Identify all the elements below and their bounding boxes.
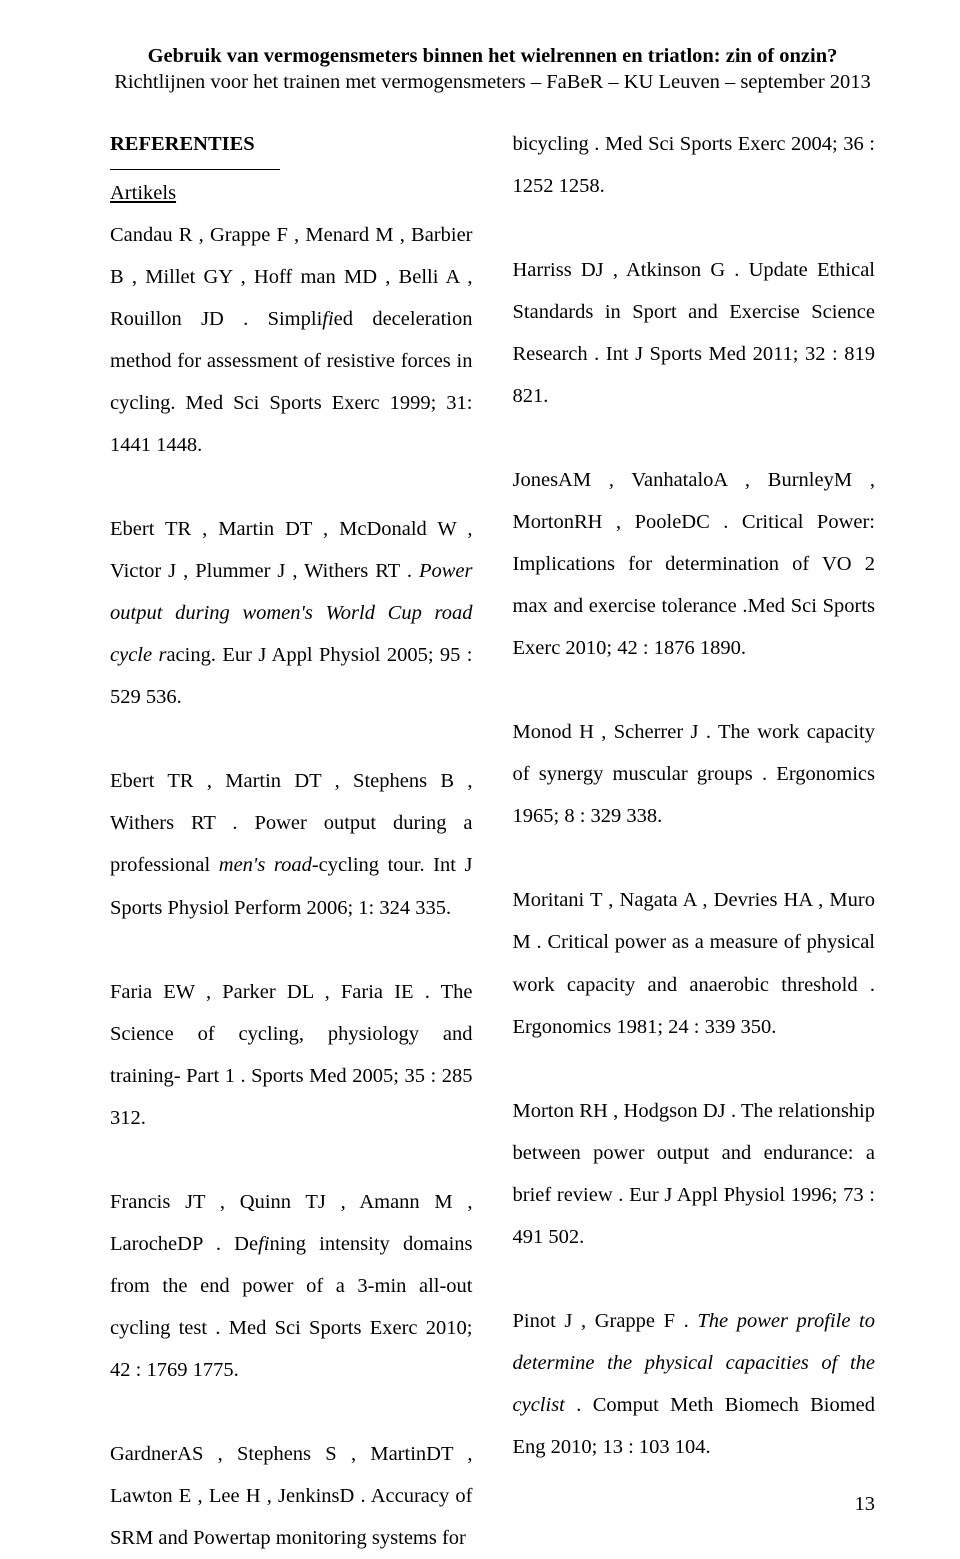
ref-para: bicycling . Med Sci Sports Exerc 2004; 3… xyxy=(513,123,876,207)
content-columns: REFERENTIES Artikels Candau R , Grappe F… xyxy=(110,123,875,1558)
fi-lig: fi xyxy=(322,308,333,330)
ref-para: Monod H , Scherrer J . The work capacity… xyxy=(513,711,876,837)
ref-para: JonesAM , VanhataloA , BurnleyM , Morton… xyxy=(513,459,876,669)
fi-lig: fi xyxy=(258,1233,269,1255)
ref-para: Morton RH , Hodgson DJ . The relationshi… xyxy=(513,1090,876,1258)
ref-text: Pinot J , Grappe F . xyxy=(513,1310,698,1332)
section-heading: REFERENTIES xyxy=(110,123,473,165)
page-header: Gebruik van vermogensmeters binnen het w… xyxy=(110,44,875,95)
ref-text: . Comput Meth Biomech Biomed Eng 2010; 1… xyxy=(513,1394,876,1458)
page-number: 13 xyxy=(855,1493,876,1516)
ref-para: GardnerAS , Stephens S , MartinDT , Lawt… xyxy=(110,1433,473,1559)
ref-italic: men's road- xyxy=(219,854,319,876)
ref-text: ed deceleration method for assessment of… xyxy=(110,308,473,456)
ref-para: Pinot J , Grappe F . The power profile t… xyxy=(513,1300,876,1468)
ref-para: Candau R , Grappe F , Menard M , Barbier… xyxy=(110,214,473,466)
title-sub: Richtlijnen voor het trainen met vermoge… xyxy=(110,70,875,96)
subsection-heading: Artikels xyxy=(110,172,473,214)
left-column: REFERENTIES Artikels Candau R , Grappe F… xyxy=(110,123,473,1558)
section-rule xyxy=(110,169,280,170)
ref-para: Moritani T , Nagata A , Devries HA , Mur… xyxy=(513,879,876,1047)
ref-para: Ebert TR , Martin DT , McDonald W , Vict… xyxy=(110,508,473,718)
ref-para: Francis JT , Quinn TJ , Amann M , Laroch… xyxy=(110,1181,473,1391)
title-main: Gebruik van vermogensmeters binnen het w… xyxy=(110,44,875,70)
ref-para: Faria EW , Parker DL , Faria IE . The Sc… xyxy=(110,971,473,1139)
ref-para: Harriss DJ , Atkinson G . Update Ethical… xyxy=(513,249,876,417)
ref-para: Ebert TR , Martin DT , Stephens B , With… xyxy=(110,760,473,928)
right-column: bicycling . Med Sci Sports Exerc 2004; 3… xyxy=(513,123,876,1558)
